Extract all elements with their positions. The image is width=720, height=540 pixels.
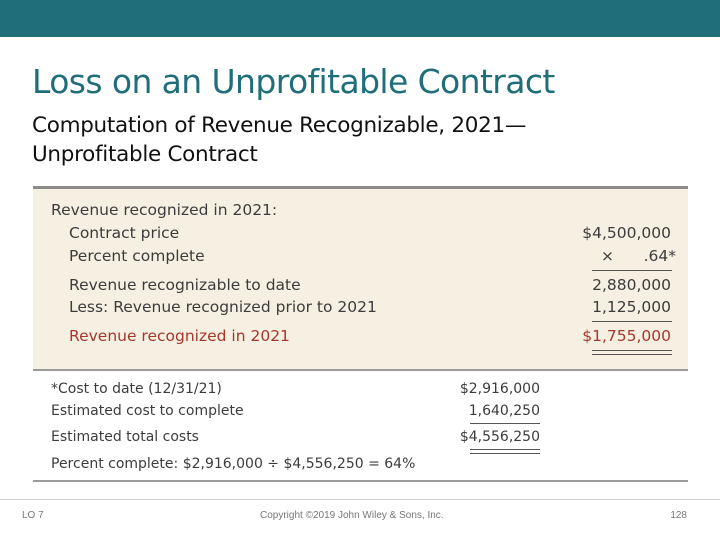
total-costs-double-underline-bottom [470, 453, 540, 455]
page-number: 128 [670, 510, 687, 521]
percent-complete-value: × .64* [601, 247, 676, 265]
recognizable-label: Revenue recognizable to date [69, 276, 301, 294]
percent-complete-formula: Percent complete: $2,916,000 ÷ $4,556,25… [51, 456, 416, 472]
percent-complete-label: Percent complete [69, 247, 205, 265]
revenue-recognized-value: $1,755,000 [582, 327, 671, 345]
revenue-recognized-label: Revenue recognized in 2021 [69, 327, 290, 345]
revenue-panel [33, 189, 688, 369]
footer-rule [0, 499, 720, 500]
recognizable-value: 2,880,000 [592, 276, 671, 294]
total-costs-double-underline-top [470, 449, 540, 451]
multiply-underline [592, 270, 672, 272]
box-bottom-rule [33, 480, 688, 482]
prior-revenue-label: Less: Revenue recognized prior to 2021 [69, 298, 377, 316]
learning-objective-label: LO 7 [22, 510, 44, 521]
cost-to-date-value: $2,916,000 [459, 381, 540, 397]
revenue-header: Revenue recognized in 2021: [51, 201, 278, 219]
copyright-text: Copyright ©2019 John Wiley & Sons, Inc. [260, 510, 444, 521]
cost-underline [470, 423, 540, 425]
total-double-underline-bottom [592, 354, 672, 356]
estimated-cost-label: Estimated cost to complete [51, 403, 244, 419]
total-costs-value: $4,556,250 [459, 429, 540, 445]
contract-price-value: $4,500,000 [582, 224, 671, 242]
contract-price-label: Contract price [69, 224, 180, 242]
panel-bottom-rule [33, 369, 688, 371]
top-bar [0, 0, 720, 37]
slide-subtitle: Computation of Revenue Recognizable, 202… [32, 113, 527, 167]
total-costs-label: Estimated total costs [51, 429, 199, 445]
slide-title: Loss on an Unprofitable Contract [32, 62, 555, 101]
box-top-rule [33, 186, 688, 189]
subtotal-underline [592, 321, 672, 323]
estimated-cost-value: 1,640,250 [468, 403, 540, 419]
cost-to-date-label: *Cost to date (12/31/21) [51, 381, 222, 397]
total-double-underline-top [592, 350, 672, 352]
prior-revenue-value: 1,125,000 [592, 298, 671, 316]
